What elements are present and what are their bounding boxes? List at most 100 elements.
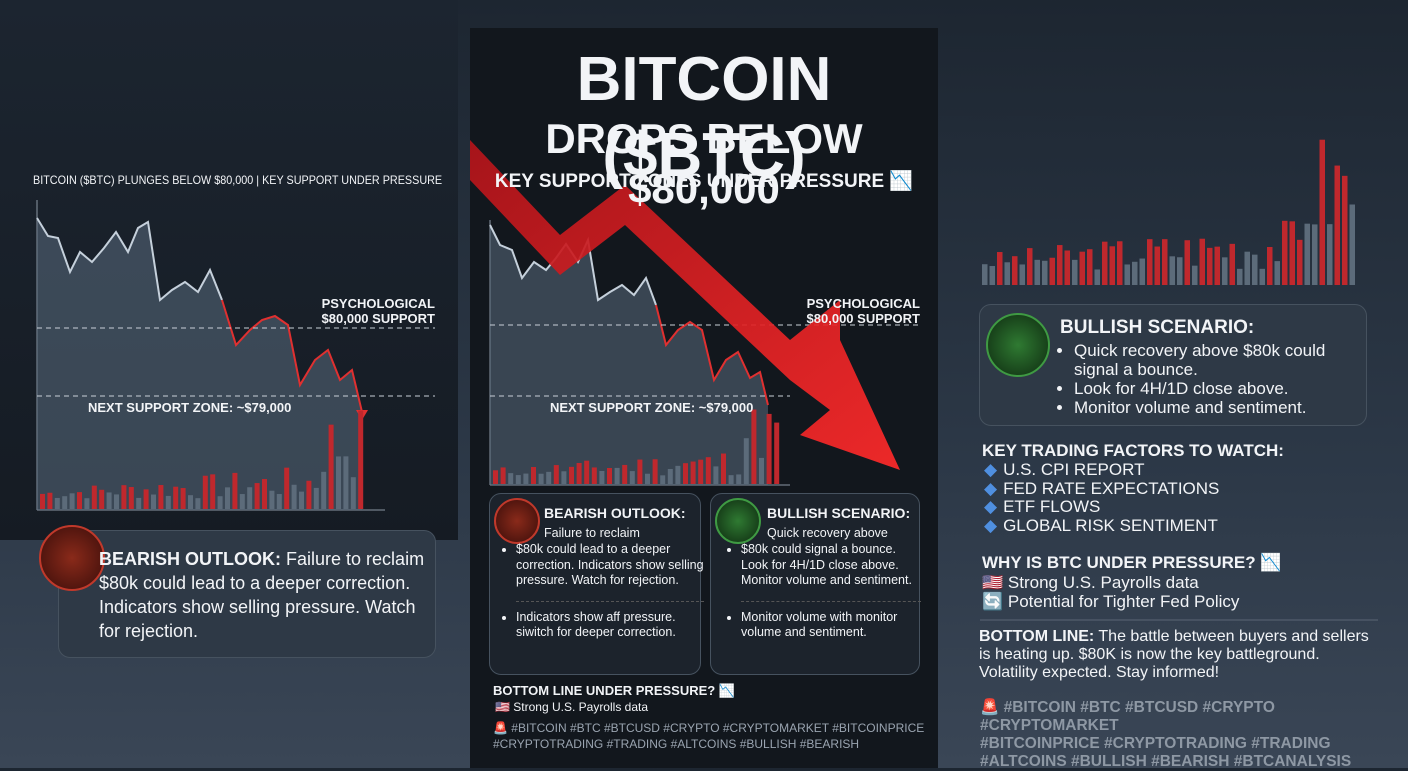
list: Quick recovery above $80k could signal a… bbox=[1060, 341, 1364, 417]
volume-bar bbox=[1282, 220, 1288, 285]
volume-bar bbox=[1169, 256, 1175, 285]
hashtag-line: 🚨 #BITCOIN #BTC #BTCUSD #CRYPTO #CRYPTOM… bbox=[493, 721, 925, 735]
volume-bar bbox=[276, 494, 282, 509]
bullish-card: BULLISH SCENARIO: Quick recovery above $… bbox=[979, 304, 1367, 426]
label: $80,000 SUPPORT bbox=[321, 311, 435, 326]
volume-bar bbox=[99, 489, 105, 509]
volume-bar bbox=[1237, 268, 1243, 285]
volume-bar bbox=[629, 471, 635, 484]
point: Monitor volume and sentiment. bbox=[1074, 398, 1364, 417]
volume-bar bbox=[675, 465, 681, 484]
price-line-red bbox=[655, 304, 769, 406]
volume-bar bbox=[1207, 247, 1213, 285]
volume-bar bbox=[1124, 264, 1130, 285]
volume-bar bbox=[62, 496, 68, 509]
volume-bar bbox=[291, 484, 297, 509]
volume-bar bbox=[1154, 246, 1160, 285]
heading: KEY TRADING FACTORS TO WATCH: bbox=[982, 441, 1284, 460]
label: $80,000 SUPPORT bbox=[806, 311, 920, 326]
volume-bar bbox=[705, 457, 711, 484]
volume-bar bbox=[538, 473, 544, 484]
point: Monitor volume with monitor volume and s… bbox=[741, 610, 921, 641]
volume-bar bbox=[84, 498, 90, 509]
volume-bar bbox=[1147, 239, 1153, 285]
volume-bar bbox=[989, 266, 995, 285]
volume-bar bbox=[284, 467, 290, 509]
volume-bar bbox=[1304, 223, 1310, 285]
volume-bar bbox=[584, 460, 590, 484]
volume-bar bbox=[766, 413, 772, 484]
volume-bar bbox=[721, 453, 726, 484]
volume-bar bbox=[1229, 243, 1235, 285]
volume-bar bbox=[1289, 221, 1295, 285]
heading: BOTTOM LINE UNDER PRESSURE? 📉 bbox=[493, 683, 736, 698]
volume-bar bbox=[1079, 251, 1085, 285]
hashtags: 🚨 #BITCOIN #BTC #BTCUSD #CRYPTO #CRYPTOM… bbox=[980, 699, 1408, 771]
volume-bar bbox=[269, 490, 275, 509]
volume-bar bbox=[751, 409, 757, 484]
volume-bar bbox=[774, 422, 780, 484]
text: BEARISH OUTLOOK: Failure to reclaim $80k… bbox=[99, 547, 429, 643]
volume-bar bbox=[128, 487, 134, 509]
volume-bar bbox=[1019, 264, 1025, 285]
chart-title: BITCOIN ($BTC) PLUNGES BELOW $80,000 | K… bbox=[33, 173, 443, 187]
volume-bar bbox=[736, 474, 742, 484]
volume-bar bbox=[195, 498, 201, 509]
volume-bar bbox=[569, 466, 574, 484]
volume-bar bbox=[136, 497, 142, 509]
volume-bar bbox=[607, 468, 612, 484]
item: 🔄 Potential for Tighter Fed Policy bbox=[982, 592, 1240, 611]
volume-bar bbox=[1064, 250, 1070, 285]
volume-bar bbox=[1094, 269, 1100, 285]
text: FED RATE EXPECTATIONS bbox=[1003, 478, 1220, 498]
point: Quick recovery above $80k could signal a… bbox=[1074, 341, 1364, 379]
volume-bar bbox=[493, 470, 498, 484]
volume-bar bbox=[143, 489, 149, 509]
lead: Quick recovery above bbox=[767, 526, 888, 540]
volume-bar bbox=[114, 494, 119, 509]
hashtag-line: #CRYPTOTRADING #TRADING #ALTCOINS #BULLI… bbox=[493, 737, 860, 751]
support-label: NEXT SUPPORT ZONE: ~$79,000 bbox=[550, 400, 754, 415]
volume-bar bbox=[728, 475, 734, 484]
volume-bar bbox=[328, 424, 334, 509]
volume-bar bbox=[1334, 165, 1340, 285]
point: Look for 4H/1D close above. bbox=[1074, 379, 1364, 398]
volume-bar bbox=[1214, 246, 1220, 285]
volume-bar bbox=[47, 492, 53, 509]
volume-bar bbox=[247, 487, 253, 509]
volume-bar bbox=[299, 491, 304, 509]
volume-bar bbox=[1252, 254, 1258, 285]
volume-bar bbox=[997, 252, 1003, 285]
volume-bar bbox=[982, 264, 988, 285]
volume-bar bbox=[1222, 257, 1228, 285]
volume-bar bbox=[225, 487, 230, 509]
volume-bar bbox=[1327, 224, 1333, 285]
volume-bar bbox=[54, 497, 60, 509]
volume-bar bbox=[165, 495, 171, 509]
support-label: PSYCHOLOGICAL $80,000 SUPPORT bbox=[322, 296, 435, 326]
volume-bar bbox=[1049, 257, 1055, 285]
volume-bar bbox=[576, 462, 582, 484]
heading: WHY IS BTC UNDER PRESSURE? 📉 bbox=[982, 553, 1282, 572]
volume-bar bbox=[698, 459, 704, 484]
volume-bar bbox=[713, 466, 719, 484]
volume-bar bbox=[1027, 248, 1033, 285]
label: PSYCHOLOGICAL bbox=[321, 296, 435, 311]
bearish-card: BEARISH OUTLOOK: Failure to reclaim $80k… bbox=[39, 525, 436, 658]
volume-bar bbox=[239, 494, 245, 509]
volume-bar bbox=[508, 473, 514, 484]
bear-icon bbox=[39, 525, 105, 591]
factor: ◆ GLOBAL RISK SENTIMENT bbox=[984, 516, 1218, 536]
hashtag-line: #ALTCOINS #BULLISH #BEARISH #BTCANALYSIS bbox=[980, 753, 1352, 770]
volume-bar bbox=[77, 492, 82, 509]
list: $80k could signal a bounce. Look for 4H/… bbox=[727, 542, 921, 641]
volume-bar bbox=[553, 465, 559, 484]
volume-bar bbox=[313, 487, 319, 509]
factor: ◆ FED RATE EXPECTATIONS bbox=[984, 478, 1220, 498]
lead: Failure to reclaim bbox=[544, 526, 640, 540]
support-label: NEXT SUPPORT ZONE: ~$79,000 bbox=[88, 400, 292, 415]
volume-bar bbox=[151, 494, 156, 509]
point: $80k could lead to a deeper correction. … bbox=[516, 542, 704, 602]
label: PSYCHOLOGICAL bbox=[806, 296, 920, 311]
